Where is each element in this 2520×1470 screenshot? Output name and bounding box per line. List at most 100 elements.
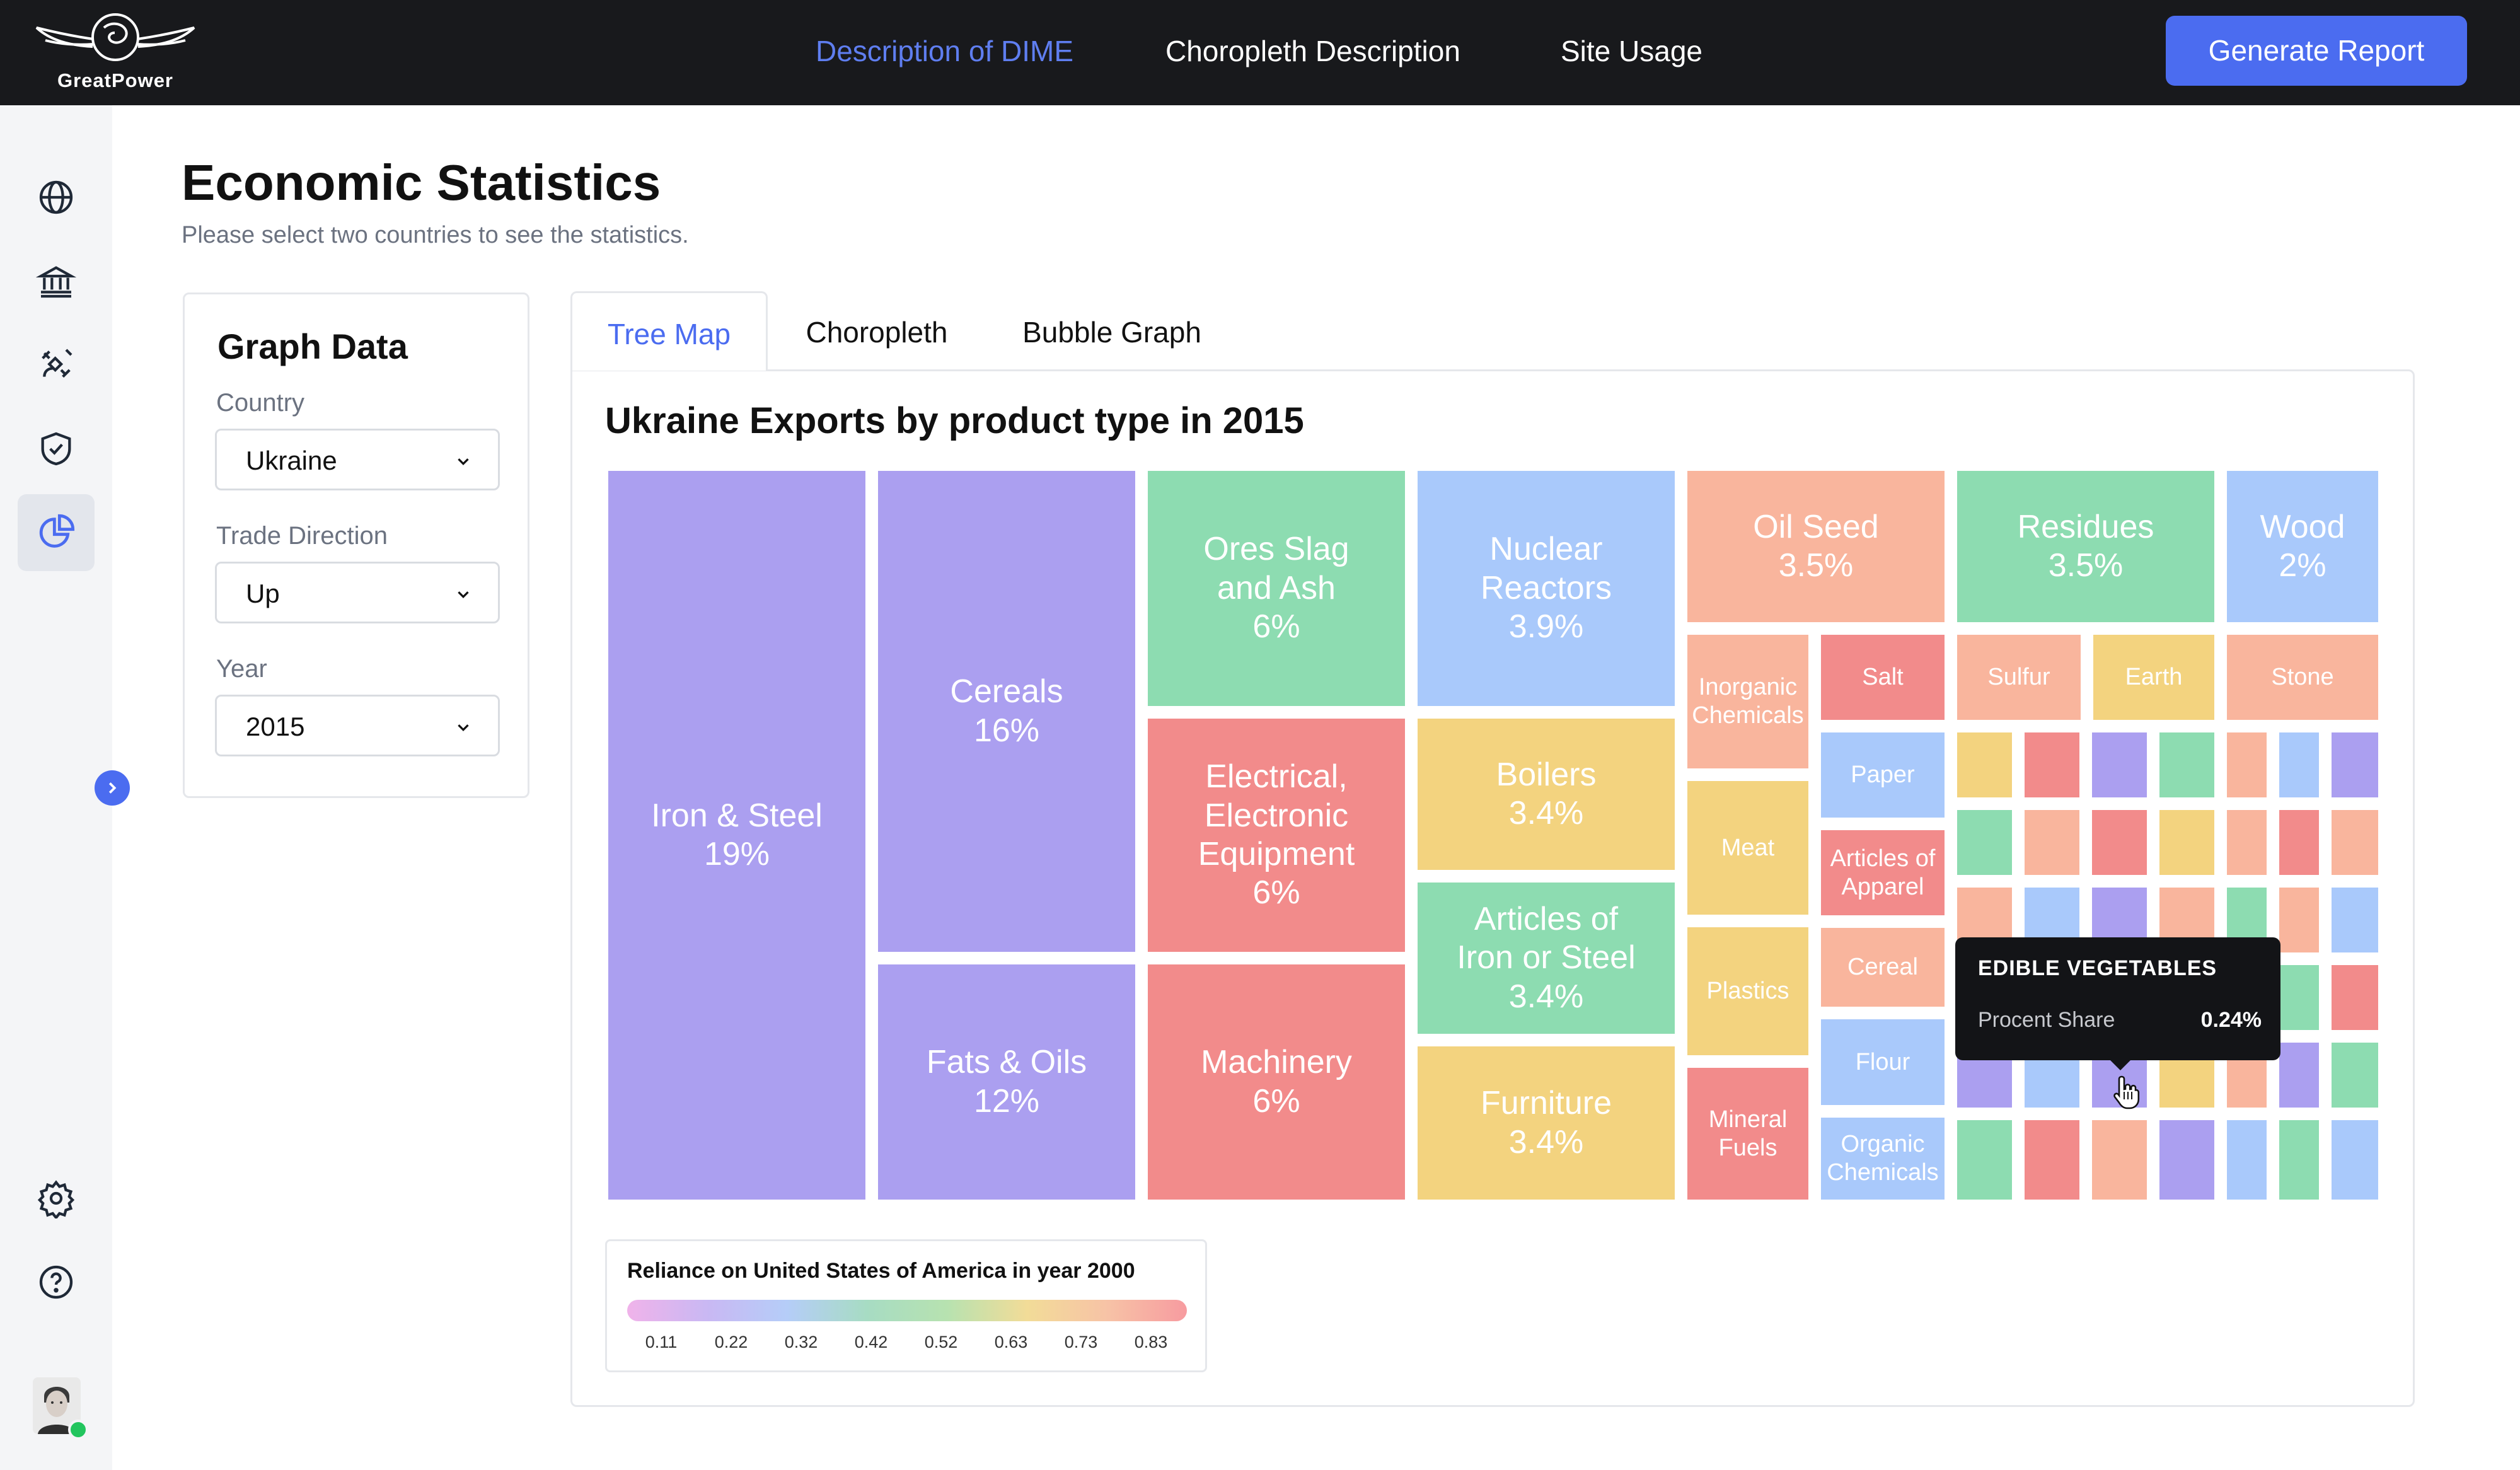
brand-name: GreatPower xyxy=(57,69,173,91)
treemap-cell-unlabeled[interactable] xyxy=(2328,884,2381,956)
sidebar-item-statistics[interactable] xyxy=(18,494,95,571)
treemap-cell-unlabeled[interactable] xyxy=(2156,1117,2217,1203)
treemap-cell-unlabeled[interactable] xyxy=(2021,807,2083,878)
treemap-cell[interactable]: Wood 2% xyxy=(2224,468,2381,625)
treemap-cell-unlabeled[interactable] xyxy=(2328,807,2381,878)
treemap-cell-unlabeled[interactable] xyxy=(2224,729,2270,801)
treemap-cell-unlabeled[interactable] xyxy=(2224,807,2270,878)
treemap-cell-label: Paper xyxy=(1851,761,1915,789)
treemap-cell-unlabeled[interactable] xyxy=(2276,962,2322,1033)
treemap-cell-value: 3.4% xyxy=(1508,795,1584,831)
help-icon xyxy=(39,1265,73,1299)
treemap-cell[interactable]: Stone xyxy=(2224,632,2381,723)
treemap-cell-unlabeled[interactable] xyxy=(2089,807,2150,878)
treemap-cell[interactable]: Salt xyxy=(1818,632,1948,723)
treemap-cell-label: Furniture xyxy=(1480,1085,1612,1122)
treemap-cell-unlabeled[interactable] xyxy=(2328,1117,2381,1203)
treemap-cell-unlabeled[interactable] xyxy=(2089,729,2150,801)
country-select[interactable]: Ukraine xyxy=(215,429,500,490)
treemap-cell-unlabeled[interactable] xyxy=(2021,1117,2083,1203)
treemap-cell-value: 2% xyxy=(2279,547,2326,584)
legend-tick-label: 0.83 xyxy=(1134,1333,1168,1351)
sidebar-item-settings[interactable] xyxy=(18,1160,95,1237)
treemap-cell[interactable]: Meat xyxy=(1684,778,1812,918)
treemap-cell-unlabeled[interactable] xyxy=(2156,807,2217,878)
generate-report-button[interactable]: Generate Report xyxy=(2166,16,2467,86)
sidebar-item-bank[interactable] xyxy=(18,243,95,320)
trade-direction-select[interactable]: Up xyxy=(215,562,500,623)
tooltip-label: Procent Share xyxy=(1978,1008,2115,1032)
treemap-cell-unlabeled[interactable] xyxy=(2021,729,2083,801)
tab-bubble-graph[interactable]: Bubble Graph xyxy=(1022,316,1201,349)
treemap-cell[interactable]: Inorganic Chemicals xyxy=(1684,632,1812,772)
treemap-cell-unlabeled[interactable] xyxy=(2276,729,2322,801)
treemap-cell-unlabeled[interactable] xyxy=(2276,807,2322,878)
treemap-cell-unlabeled[interactable] xyxy=(2276,1117,2322,1203)
treemap-cell-label: Iron & Steel xyxy=(651,797,823,834)
shield-icon xyxy=(41,432,71,466)
chevron-down-icon xyxy=(458,591,469,599)
treemap-cell[interactable]: Residues 3.5% xyxy=(1954,468,2217,625)
sidebar-item-globe[interactable] xyxy=(18,159,95,236)
treemap-cell-label: Articles of Iron or Steel xyxy=(1457,900,1636,976)
treemap-cell-unlabeled[interactable] xyxy=(1954,1117,2015,1203)
treemap-cell[interactable]: Cereals 16% xyxy=(875,468,1138,955)
treemap-cell[interactable]: Ores Slag and Ash 6% xyxy=(1145,468,1408,709)
sidebar-item-satellite[interactable] xyxy=(18,327,95,403)
tab-tree-map[interactable]: Tree Map xyxy=(570,291,768,371)
treemap-cell[interactable]: Organic Chemicals xyxy=(1818,1114,1948,1203)
treemap-cell-unlabeled[interactable] xyxy=(2328,1039,2381,1111)
treemap-cell-unlabeled[interactable] xyxy=(2328,962,2381,1033)
treemap-cell-label: Residues xyxy=(2017,508,2154,545)
brand-logo[interactable]: GreatPower xyxy=(32,9,199,97)
treemap-cell[interactable]: Iron & Steel 19% xyxy=(605,468,869,1203)
logo-emblem-icon xyxy=(35,13,195,61)
country-value: Ukraine xyxy=(246,446,337,475)
treemap-cell-label: Boilers xyxy=(1496,756,1597,793)
treemap-cell-label: Fats & Oils xyxy=(926,1044,1087,1081)
nav-site-usage[interactable]: Site Usage xyxy=(1561,35,1703,67)
treemap-cell-unlabeled[interactable] xyxy=(2224,1117,2270,1203)
nav-description-of-dime[interactable]: Description of DIME xyxy=(816,35,1074,67)
sidebar-item-help[interactable] xyxy=(18,1244,95,1321)
treemap-cell[interactable]: Mineral Fuels xyxy=(1684,1065,1812,1203)
treemap-cell[interactable]: Articles of Iron or Steel 3.4% xyxy=(1414,879,1678,1037)
treemap-cell[interactable]: Flour xyxy=(1818,1016,1948,1108)
treemap-cell[interactable]: Articles of Apparel xyxy=(1818,827,1948,918)
treemap-cell[interactable]: Sulfur xyxy=(1954,632,2084,723)
nav-choropleth-description[interactable]: Choropleth Description xyxy=(1165,35,1460,67)
treemap-cell[interactable]: Paper xyxy=(1818,729,1948,821)
tooltip-title: EDIBLE VEGETABLES xyxy=(1978,956,2217,980)
treemap-cell-unlabeled[interactable] xyxy=(2276,1039,2322,1111)
treemap-cell[interactable]: Plastics xyxy=(1684,924,1812,1058)
treemap-cell-label: Wood xyxy=(2260,508,2345,545)
online-status-dot xyxy=(68,1420,88,1440)
treemap-cell-value: 12% xyxy=(973,1082,1040,1120)
treemap-cell-value: 3.5% xyxy=(2048,547,2124,584)
year-select[interactable]: 2015 xyxy=(215,695,500,756)
treemap-cell-unlabeled[interactable] xyxy=(2328,729,2381,801)
treemap-cell-unlabeled[interactable] xyxy=(1954,807,2015,878)
treemap-cell-label: Organic Chemicals xyxy=(1827,1131,1939,1186)
sidebar-expand-button[interactable] xyxy=(95,770,130,806)
chevron-down-icon xyxy=(458,724,469,732)
treemap-cell[interactable]: Nuclear Reactors 3.9% xyxy=(1414,468,1678,709)
treemap-cell[interactable]: Earth xyxy=(2090,632,2217,723)
treemap-cell[interactable]: Machinery 6% xyxy=(1145,961,1408,1203)
sidebar-item-security[interactable] xyxy=(18,410,95,487)
treemap-cell[interactable]: Electrical, Electronic Equipment 6% xyxy=(1145,715,1408,955)
treemap-cell[interactable]: Fats & Oils 12% xyxy=(875,961,1138,1203)
treemap-cell-label: Nuclear Reactors xyxy=(1480,531,1612,606)
user-avatar[interactable] xyxy=(33,1377,81,1434)
treemap-cell-unlabeled[interactable] xyxy=(2156,729,2217,801)
treemap-cell[interactable]: Oil Seed 3.5% xyxy=(1684,468,1948,625)
trade-direction-label: Trade Direction xyxy=(216,522,388,550)
treemap-cell-unlabeled[interactable] xyxy=(2089,1117,2150,1203)
treemap-cell-unlabeled[interactable] xyxy=(2276,884,2322,956)
tab-choropleth[interactable]: Choropleth xyxy=(806,316,948,349)
year-value: 2015 xyxy=(246,712,305,741)
treemap-cell[interactable]: Cereal xyxy=(1818,925,1948,1010)
treemap-cell[interactable]: Boilers 3.4% xyxy=(1414,715,1678,873)
treemap-cell[interactable]: Furniture 3.4% xyxy=(1414,1043,1678,1203)
treemap-cell-unlabeled[interactable] xyxy=(1954,729,2015,801)
